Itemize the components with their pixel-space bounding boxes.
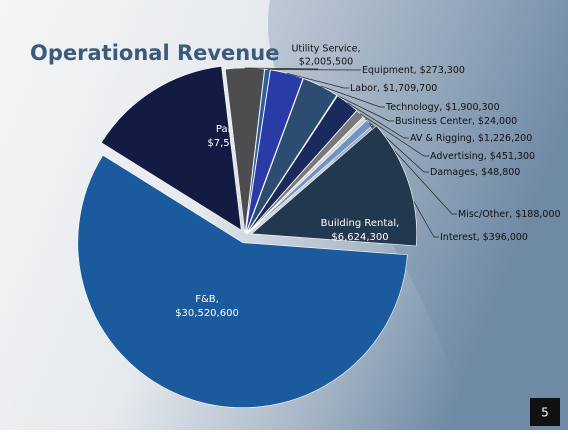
slice-value-label: $451,300 [490, 151, 535, 162]
slice-value-label: $396,000 [483, 232, 528, 243]
slice-label-group: Advertising,$451,300 [430, 151, 535, 162]
slice-label: Advertising, [430, 151, 487, 162]
page-number: 5 [541, 406, 549, 420]
slice-value-label: $30,520,600 [175, 308, 239, 319]
slice-value-label: $6,624,300 [331, 232, 388, 243]
slice-value-label: $1,226,200 [478, 133, 532, 144]
slice-value-label: $2,005,500 [299, 57, 353, 68]
slice-label-group: Interest,$396,000 [440, 232, 528, 243]
slice-label-group: Labor,$1,709,700 [350, 83, 437, 94]
slice-label: Misc/Other, [458, 209, 512, 220]
slice-label: Labor, [350, 83, 380, 94]
slice-label: Building Rental, [321, 218, 400, 229]
slice-label-group: Damages,$48,800 [430, 167, 520, 178]
slice-label: Interest, [440, 232, 480, 243]
slice-value-label: $24,000 [478, 116, 517, 127]
slice-label: Utility Service, [291, 44, 360, 55]
slice-label-group: AV & Rigging,$1,226,200 [410, 133, 532, 144]
slice-label: Technology, [385, 102, 442, 113]
slice-label: Damages, [430, 167, 478, 178]
slice-value-label: $1,709,700 [383, 83, 437, 94]
slice-value-label: $273,300 [420, 65, 465, 76]
slice-label: F&B, [195, 294, 219, 305]
slice-value-label: $1,900,300 [445, 102, 499, 113]
slice-label: Business Center, [395, 116, 475, 127]
slice-value-label: $188,000 [515, 209, 560, 220]
slice-label-group: Misc/Other,$188,000 [458, 209, 561, 220]
slide-title: Operational Revenue [30, 41, 279, 65]
slice-label: AV & Rigging, [410, 133, 475, 144]
slice-label-group: Equipment,$273,300 [362, 65, 465, 76]
slice-label-group: Business Center,$24,000 [395, 116, 517, 127]
slice-value-label: $48,800 [481, 167, 520, 178]
slice-label: Equipment, [362, 65, 417, 76]
